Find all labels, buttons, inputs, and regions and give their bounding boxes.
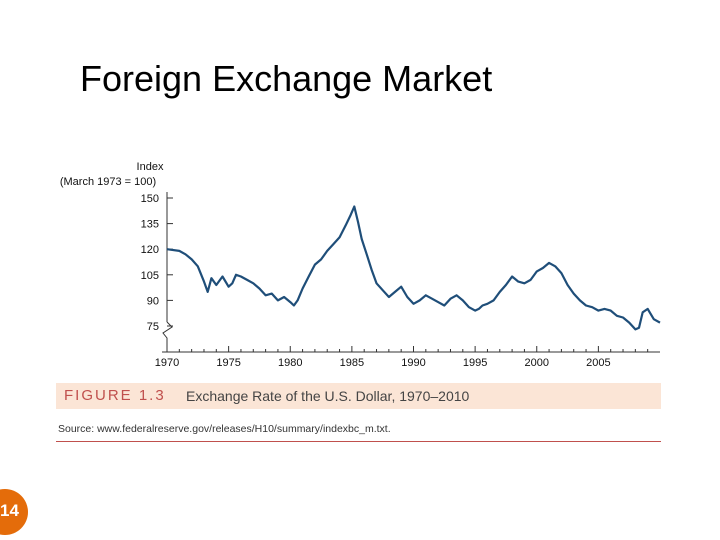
y-tick-label: 135: [141, 219, 159, 231]
figure-caption-band: [56, 383, 661, 409]
page-number: 14: [0, 501, 19, 520]
axis-break: [162, 321, 173, 352]
y-tick-label: 120: [141, 244, 159, 256]
x-tick-label: 2005: [586, 357, 610, 369]
caption-band-background: [56, 383, 661, 409]
x-tick-label: 1980: [278, 357, 302, 369]
source-citation: Source: www.federalreserve.gov/releases/…: [58, 423, 391, 435]
series-group: [166, 205, 661, 331]
x-tick-label: 1990: [401, 357, 425, 369]
x-tick-label: 1995: [463, 357, 487, 369]
x-axis: 1970 1975 1980 1985 1990 1995 2000 2005: [155, 346, 660, 369]
y-tick-label: 90: [147, 295, 159, 307]
y-axis: 150 135 120 105 90 75: [141, 192, 173, 352]
exchange-rate-chart: Index (March 1973 = 100) 150 135 120 105 90 7…: [60, 161, 661, 369]
y-tick-label: 75: [147, 321, 159, 333]
y-tick-label: 105: [141, 270, 159, 282]
y-axis-label: Index: [137, 161, 164, 173]
y-axis-sublabel: (March 1973 = 100): [60, 176, 156, 188]
source-divider: [56, 441, 661, 442]
figure-caption: FIGURE 1.3 Exchange Rate of the U.S. Dol…: [56, 383, 661, 409]
x-tick-label: 1975: [216, 357, 240, 369]
series-line: [166, 205, 661, 331]
y-tick-label: 150: [141, 193, 159, 205]
x-tick-label: 2000: [525, 357, 549, 369]
figure-label: FIGURE 1.3: [64, 387, 166, 404]
x-tick-label: 1970: [155, 357, 179, 369]
slide-title: Foreign Exchange Market: [80, 58, 493, 99]
x-tick-label: 1985: [340, 357, 364, 369]
figure-caption-text: Exchange Rate of the U.S. Dollar, 1970–2…: [186, 388, 470, 404]
